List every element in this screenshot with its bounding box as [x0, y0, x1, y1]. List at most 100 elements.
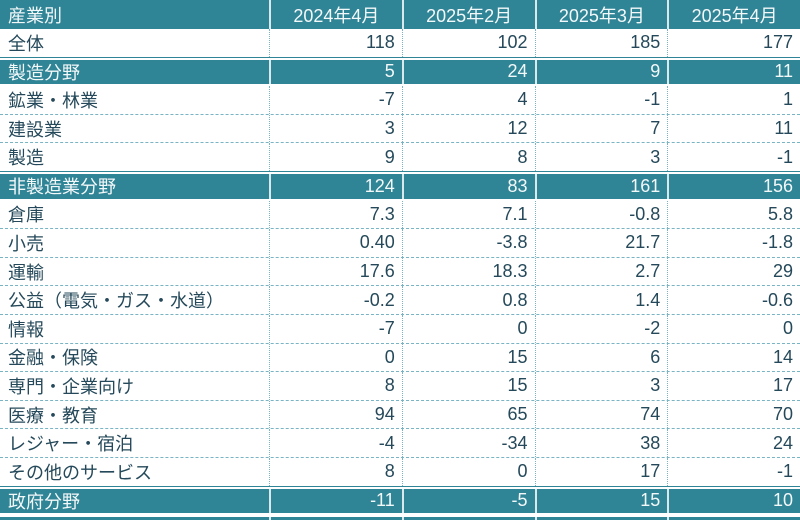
cell-value: -7 — [269, 314, 402, 343]
cell-value — [401, 517, 535, 520]
cell-value: 24 — [401, 59, 535, 85]
cell-value: 10 — [667, 488, 800, 514]
table-row: 倉庫 7.3 7.1 -0.8 5.8 — [0, 200, 800, 230]
cell-value: 6 — [534, 343, 668, 372]
table-row: 小売 0.40 -3.8 21.7 -1.8 — [0, 229, 800, 258]
column-header: 2024年4月 — [269, 0, 402, 29]
cell-value: 11 — [667, 114, 800, 143]
section-row: 非製造業分野 124 83 161 156 — [0, 171, 800, 201]
row-label: 非製造業分野 — [8, 177, 116, 198]
section-row: 製造分野 5 24 9 11 — [0, 57, 800, 87]
cell-value: -1 — [667, 457, 800, 486]
row-label: 運輸 — [8, 262, 44, 283]
cell-value: 0.8 — [401, 286, 535, 314]
cell-value: -3.8 — [401, 229, 535, 257]
cell-value: -0.8 — [534, 200, 668, 229]
cell-value: -2 — [534, 314, 668, 343]
cell-value: -0.2 — [269, 286, 402, 314]
row-label: 金融・保険 — [8, 348, 98, 369]
cell-value: 15 — [401, 372, 535, 400]
cell-value: 102 — [401, 29, 535, 57]
column-header-label: 産業別 — [8, 5, 62, 26]
row-label: 政府分野 — [8, 491, 80, 512]
cell-value: 5 — [269, 59, 402, 85]
row-label: 小売 — [8, 233, 44, 254]
row-label: 医療・教育 — [8, 405, 98, 426]
cell-value: 17 — [667, 372, 800, 400]
row-label: 倉庫 — [8, 205, 44, 226]
cell-value: 3 — [269, 114, 402, 143]
cell-value: 14 — [667, 343, 800, 372]
cell-value: 2.7 — [534, 257, 668, 286]
cell-value: 0 — [269, 343, 402, 372]
cell-value — [269, 517, 402, 520]
cell-value: 1 — [667, 86, 800, 114]
row-label: 建設業 — [8, 119, 62, 140]
row-label: 情報 — [8, 319, 44, 340]
cell-value: 1.4 — [534, 286, 668, 314]
cell-value — [667, 517, 800, 520]
cell-value: 74 — [534, 400, 668, 429]
cell-value: 177 — [667, 29, 800, 57]
row-label: 全体 — [8, 33, 44, 54]
row-label: 公益（電気・ガス・水道） — [8, 291, 224, 312]
row-label: レジャー・宿泊 — [8, 434, 134, 455]
cell-value: -4 — [269, 429, 402, 457]
cell-value: 5.8 — [667, 200, 800, 229]
cell-value: 3 — [534, 143, 668, 171]
cell-value: 4 — [401, 86, 535, 114]
cell-value: 0 — [401, 457, 535, 486]
cell-value: 9 — [534, 59, 668, 85]
cell-value: -0.6 — [667, 286, 800, 314]
table-row: レジャー・宿泊 -4 -34 38 24 — [0, 429, 800, 458]
cell-value: 0 — [667, 314, 800, 343]
cell-value: 161 — [534, 173, 668, 199]
section-row: 政府分野 -11 -5 15 10 — [0, 486, 800, 516]
cell-value: 15 — [534, 488, 668, 514]
cell-value: 29 — [667, 257, 800, 286]
cell-value: 7 — [534, 114, 668, 143]
row-label: 鉱業・林業 — [8, 90, 98, 111]
cell-value: 18.3 — [401, 257, 535, 286]
column-header: 2025年4月 — [667, 0, 800, 29]
cell-value: 17 — [534, 457, 668, 486]
cell-value: -34 — [401, 429, 535, 457]
column-header: 2025年3月 — [534, 0, 668, 29]
partial-row — [0, 515, 800, 520]
cell-value: -5 — [401, 488, 535, 514]
cell-value: 7.1 — [401, 200, 535, 229]
cell-value: 38 — [534, 429, 668, 457]
cell-value: 124 — [269, 173, 402, 199]
cell-value: -1 — [534, 86, 668, 114]
table-row: 情報 -7 0 -2 0 — [0, 314, 800, 344]
cell-value: 156 — [667, 173, 800, 199]
cell-value: 94 — [269, 400, 402, 429]
cell-value: 17.6 — [269, 257, 402, 286]
cell-value: 8 — [269, 372, 402, 400]
cell-value: 185 — [534, 29, 668, 57]
cell-value: 12 — [401, 114, 535, 143]
cell-value: 7.3 — [269, 200, 402, 229]
cell-value: 21.7 — [534, 229, 668, 257]
row-label: 製造分野 — [8, 62, 80, 83]
cell-value: 70 — [667, 400, 800, 429]
header-row: 産業別 2024年4月 2025年2月 2025年3月 2025年4月 — [0, 0, 800, 29]
table-row: その他のサービス 8 0 17 -1 — [0, 457, 800, 487]
cell-value: 0.40 — [269, 229, 402, 257]
row-label: その他のサービス — [8, 462, 152, 483]
row-label: 専門・企業向け — [8, 376, 134, 397]
cell-value: -1 — [667, 143, 800, 171]
table-row: 建設業 3 12 7 11 — [0, 114, 800, 144]
cell-value: 9 — [269, 143, 402, 171]
table-row: 全体 118 102 185 177 — [0, 29, 800, 58]
cell-value — [534, 517, 668, 520]
cell-value: 65 — [401, 400, 535, 429]
table-row: 運輸 17.6 18.3 2.7 29 — [0, 257, 800, 287]
cell-value: 11 — [667, 59, 800, 85]
row-label: 製造 — [8, 148, 44, 169]
cell-value: 0 — [401, 314, 535, 343]
cell-value: 3 — [534, 372, 668, 400]
cell-value: 8 — [269, 457, 402, 486]
cell-value: 83 — [401, 173, 535, 199]
